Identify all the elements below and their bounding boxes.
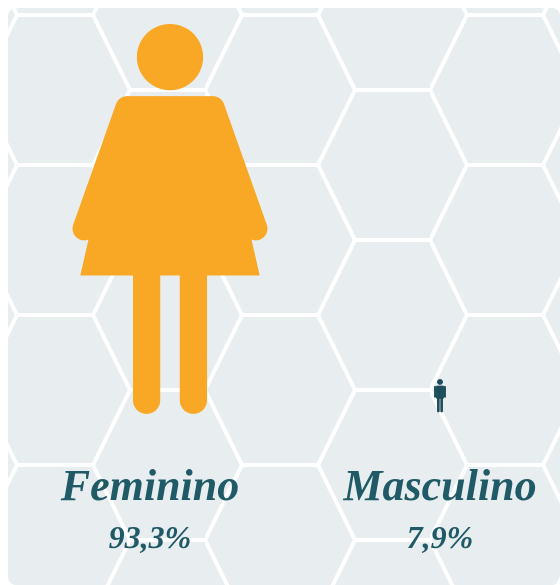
- category-label: Masculino: [342, 461, 536, 510]
- value-label: 7,9%: [407, 519, 474, 555]
- pictogram-icon: [434, 378, 446, 413]
- icon-legs: [437, 396, 443, 413]
- icon-body: [436, 385, 444, 399]
- icon-arms: [434, 385, 446, 398]
- plot: Feminino 93,3% Masculino 7,9%: [60, 23, 537, 555]
- value-label: 93,3%: [109, 519, 192, 555]
- icon-legs: [132, 257, 208, 414]
- icon-arms: [72, 96, 268, 241]
- category-label: Feminino: [60, 461, 240, 510]
- pictogram-icon: [72, 23, 268, 414]
- icon-head: [437, 378, 443, 385]
- icon-head: [136, 23, 204, 91]
- background: [8, 8, 560, 585]
